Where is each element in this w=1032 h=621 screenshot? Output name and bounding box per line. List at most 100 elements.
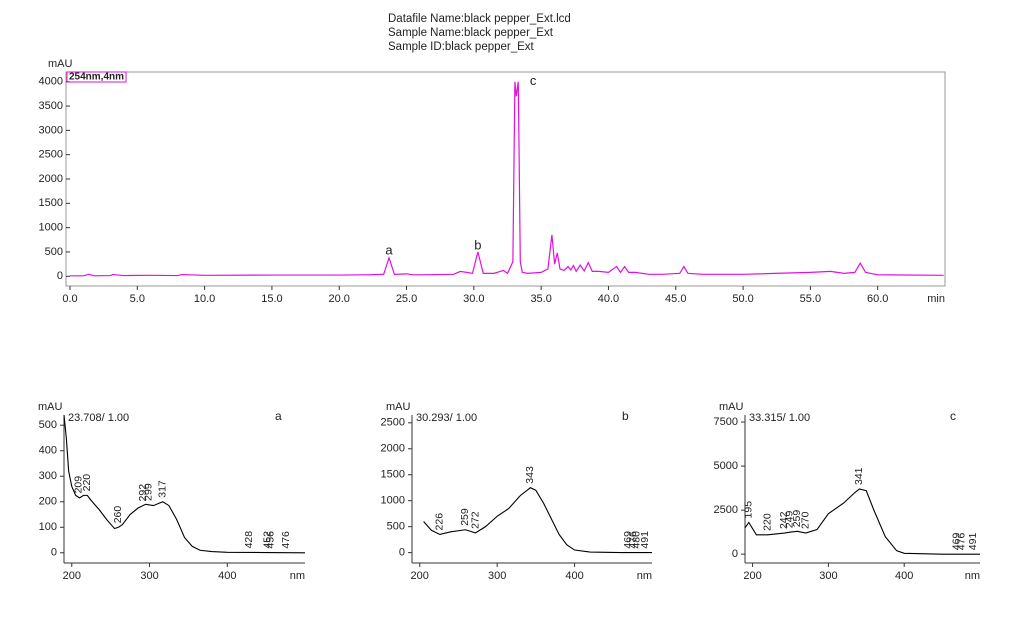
x-axis-label: nm xyxy=(290,570,305,582)
y-tick-label: 0 xyxy=(51,547,57,559)
x-tick-label: 10.0 xyxy=(194,293,215,305)
x-tick-label: 20.0 xyxy=(329,293,350,305)
y-tick-label: 500 xyxy=(39,419,57,431)
spectrum-line xyxy=(423,487,652,554)
y-tick-label: 1500 xyxy=(381,469,405,481)
spectrum-label: a xyxy=(275,409,282,423)
y-tick-label: 4000 xyxy=(39,76,63,88)
peak-label: 270 xyxy=(799,511,811,529)
y-tick-label: 1000 xyxy=(39,222,63,234)
x-axis-label: nm xyxy=(965,570,980,582)
x-tick-label: 0.0 xyxy=(62,293,77,305)
y-tick-label: 0 xyxy=(57,270,63,282)
x-axis-label: nm xyxy=(637,570,652,582)
x-tick-label: 25.0 xyxy=(396,293,417,305)
x-tick-label: 60.0 xyxy=(867,293,888,305)
y-tick-label: 2500 xyxy=(39,149,63,161)
x-tick-label: 15.0 xyxy=(261,293,282,305)
spectrum-label: b xyxy=(622,409,629,423)
y-axis-label: mAU xyxy=(719,401,744,413)
y-axis-label: mAU xyxy=(48,58,73,70)
peak-label: 317 xyxy=(157,480,169,498)
y-tick-label: 7500 xyxy=(714,416,738,428)
peak-label: 480 xyxy=(630,531,642,549)
legend-label: 254nm,4nm xyxy=(69,72,124,83)
y-tick-label: 1000 xyxy=(381,495,405,507)
peak-label: 272 xyxy=(469,511,481,529)
peak-label: 249 xyxy=(784,510,796,528)
spectrum-title: 23.708/ 1.00 xyxy=(68,412,129,424)
y-tick-label: 2500 xyxy=(381,417,405,429)
x-tick-label: 300 xyxy=(488,570,506,582)
peak-label: 209 xyxy=(73,476,85,494)
peak-label: 452 xyxy=(261,531,273,549)
peak-label: 343 xyxy=(524,466,536,484)
header-line: Sample ID:black pepper_Ext xyxy=(388,41,535,53)
y-tick-label: 0 xyxy=(399,547,405,559)
y-tick-label: 3500 xyxy=(39,100,63,112)
peak-label: 195 xyxy=(743,501,755,519)
y-tick-label: 2500 xyxy=(714,504,738,516)
legend-box xyxy=(66,71,127,83)
y-tick-label: 2000 xyxy=(39,173,63,185)
x-tick-label: 300 xyxy=(819,570,837,582)
x-tick-label: 200 xyxy=(743,570,761,582)
spectrum-title: 30.293/ 1.00 xyxy=(416,412,477,424)
x-tick-label: 35.0 xyxy=(530,293,551,305)
peak-label: 260 xyxy=(112,506,124,524)
peak-label: 456 xyxy=(265,531,277,549)
peak-label: 341 xyxy=(853,467,865,485)
peak-label: 428 xyxy=(243,531,255,549)
x-tick-label: 5.0 xyxy=(130,293,145,305)
y-tick-label: 1500 xyxy=(39,197,63,209)
y-axis-label: mAU xyxy=(386,401,411,413)
y-axis-label: mAU xyxy=(38,401,63,413)
x-tick-label: 55.0 xyxy=(800,293,821,305)
peak-label: 491 xyxy=(639,531,651,549)
plot-frame xyxy=(65,71,946,287)
peak-label: 259 xyxy=(459,508,471,526)
x-tick-label: 200 xyxy=(63,570,81,582)
peak-label: 469 xyxy=(950,533,962,551)
y-tick-label: 3000 xyxy=(39,124,63,136)
peak-annotation: b xyxy=(474,238,481,253)
x-tick-label: 400 xyxy=(895,570,913,582)
header-line: Sample Name:black pepper_Ext xyxy=(388,27,554,39)
x-tick-label: 30.0 xyxy=(463,293,484,305)
peak-label: 220 xyxy=(762,513,774,531)
peak-label: 259 xyxy=(791,510,803,528)
peak-annotation: c xyxy=(530,73,537,88)
peak-label: 292 xyxy=(137,484,149,502)
x-tick-label: 50.0 xyxy=(732,293,753,305)
x-tick-label: 300 xyxy=(140,570,158,582)
spectrum-title: 33.315/ 1.00 xyxy=(749,412,810,424)
peak-label: 299 xyxy=(143,483,155,501)
x-tick-label: 400 xyxy=(565,570,583,582)
peak-label: 476 xyxy=(627,531,639,549)
x-tick-label: 40.0 xyxy=(598,293,619,305)
y-tick-label: 300 xyxy=(39,470,57,482)
peak-label: 491 xyxy=(967,533,979,551)
spectrum-line xyxy=(744,488,980,555)
x-axis-label: min xyxy=(927,293,945,305)
peak-label: 476 xyxy=(280,531,292,549)
y-tick-label: 2000 xyxy=(381,443,405,455)
y-tick-label: 500 xyxy=(45,246,63,258)
peak-label: 220 xyxy=(81,474,93,492)
y-tick-label: 500 xyxy=(387,521,405,533)
y-tick-label: 200 xyxy=(39,496,57,508)
peak-label: 476 xyxy=(956,533,968,551)
spectrum-label: c xyxy=(950,409,956,423)
x-tick-label: 45.0 xyxy=(665,293,686,305)
peak-label: 226 xyxy=(434,513,446,531)
header-line: Datafile Name:black pepper_Ext.lcd xyxy=(388,13,571,25)
y-tick-label: 400 xyxy=(39,445,57,457)
y-tick-label: 0 xyxy=(732,548,738,560)
peak-label: 469 xyxy=(622,531,634,549)
peak-label: 242 xyxy=(778,511,790,529)
x-tick-label: 400 xyxy=(218,570,236,582)
peak-annotation: a xyxy=(385,242,393,257)
x-tick-label: 200 xyxy=(411,570,429,582)
spectrum-line xyxy=(63,414,306,554)
